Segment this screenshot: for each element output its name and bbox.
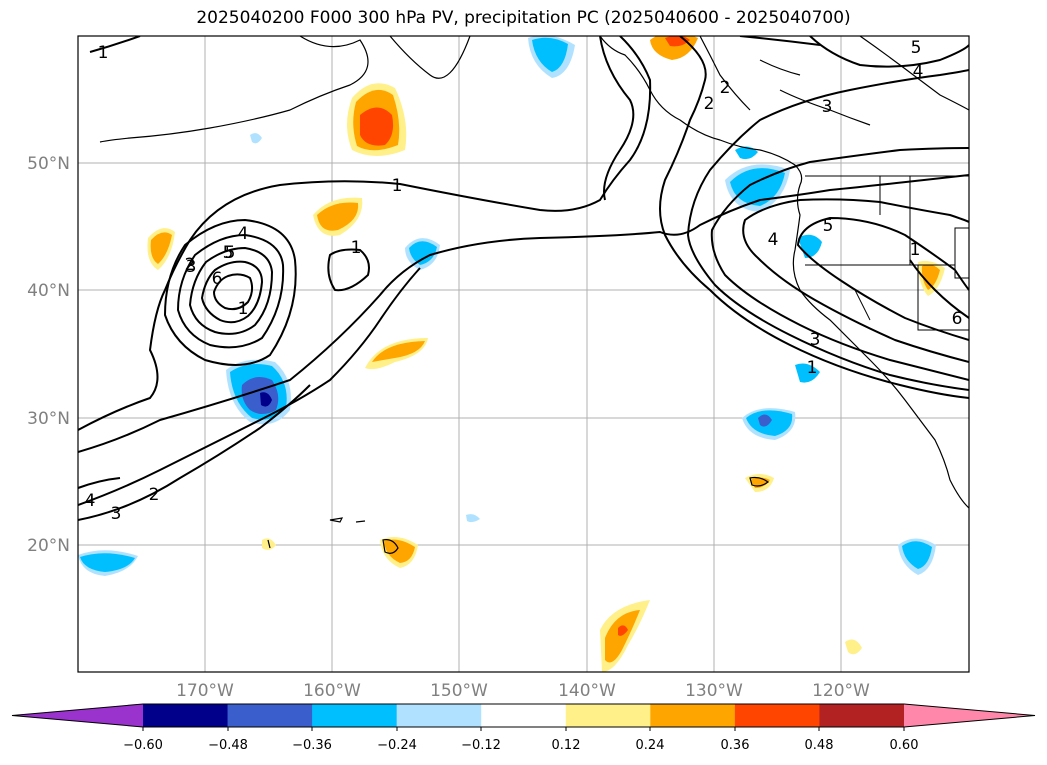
colorbar-label: −0.12: [461, 738, 501, 753]
map-area: 1 1 2 2 3 4 5 1 1 2 3 4 5 6 1 3 4 5 5 6 …: [78, 36, 969, 672]
precip-neg-top-core: [532, 37, 568, 72]
gridlines: [78, 36, 969, 672]
colorbar-label: −0.36: [292, 738, 332, 753]
map-frame: [77, 35, 970, 673]
borders: [805, 175, 969, 331]
precip-blob-a-core: [150, 232, 172, 264]
colorbar-label: 0.48: [805, 738, 834, 753]
contour-label: 6: [952, 309, 963, 329]
colorbar-segment: [819, 704, 905, 727]
colorbar-ticks: [142, 727, 905, 731]
colorbar-label: −0.48: [208, 738, 248, 753]
contour-label: 3: [810, 330, 821, 350]
precip-neg-r: [735, 146, 758, 160]
precip-neg-coast-core: [730, 168, 785, 206]
contour-label: 6: [212, 269, 223, 289]
contour-label: 3: [822, 97, 833, 117]
contour-label: 5: [823, 216, 834, 236]
precip-neg-k-max: [758, 414, 772, 427]
colorbar-label: −0.60: [123, 738, 163, 753]
contour-label: 5: [223, 243, 234, 263]
contour-label: 1: [98, 43, 109, 63]
lon-label: 140°W: [558, 681, 616, 701]
contour-label: 1: [351, 238, 362, 258]
lat-label: 20°N: [27, 536, 70, 556]
contour-label: 3: [111, 504, 122, 524]
colorbar-segment: [312, 704, 398, 727]
colorbar-segment: [227, 704, 313, 727]
islands: [267, 476, 770, 554]
precip-blob-i: [845, 639, 862, 655]
colorbar-labels: −0.60 −0.48 −0.36 −0.24 −0.12 0.12 0.24 …: [123, 738, 918, 753]
colorbar-label: 0.36: [721, 738, 750, 753]
precip-blob-e-max: [618, 625, 628, 636]
contour-label: 1: [392, 176, 403, 196]
colorbar: −0.60 −0.48 −0.36 −0.24 −0.12 0.12 0.24 …: [11, 703, 1036, 753]
precip-neg-j-core: [409, 241, 437, 265]
precip-blob-c-core: [372, 341, 425, 362]
coastlines: [99, 36, 969, 509]
contour-label: 2: [704, 94, 715, 114]
colorbar-extend-max: [904, 704, 1035, 727]
precip-neg-low-center-c: [260, 392, 272, 407]
colorbar-segment: [734, 704, 820, 727]
contour-label: 2: [720, 78, 731, 98]
lon-label: 130°W: [685, 681, 743, 701]
lon-label: 160°W: [303, 681, 361, 701]
colorbar-label: 0.12: [552, 738, 581, 753]
contour-label: 1: [910, 240, 921, 260]
precip-blob-g-core: [921, 264, 940, 290]
lon-label: 170°W: [176, 681, 234, 701]
contour-labels: 1 1 2 2 3 4 5 1 1 2 3 4 5 6 1 3 4 5 5 6 …: [85, 38, 963, 524]
map-title: 2025040200 F000 300 hPa PV, precipitatio…: [196, 8, 851, 28]
precip-neg-o: [798, 234, 822, 258]
colorbar-segment: [396, 704, 482, 727]
contour-label: 3: [186, 257, 197, 277]
colorbar-segment: [481, 704, 567, 727]
precip-shading: [78, 36, 945, 672]
lat-label: 50°N: [27, 154, 70, 174]
lat-label: 30°N: [27, 409, 70, 429]
lon-label: 150°W: [430, 681, 488, 701]
lon-label: 120°W: [812, 681, 870, 701]
longitude-labels: 170°W 160°W 150°W 140°W 130°W 120°W: [176, 681, 870, 701]
precip-neg-n: [795, 363, 820, 383]
colorbar-segment: [650, 704, 736, 727]
colorbar-extend-min: [12, 704, 143, 727]
precip-neg-p: [250, 133, 262, 144]
precip-neg-q: [466, 514, 480, 523]
contour-label: 4: [238, 224, 249, 244]
precip-blob-d-core: [384, 539, 415, 563]
contour-label: 2: [185, 255, 196, 275]
contour-label: 4: [913, 62, 924, 82]
contour-label: 2: [149, 485, 160, 505]
colorbar-label: 0.60: [890, 738, 919, 753]
colorbar-label: −0.24: [377, 738, 417, 753]
precip-blob-north-pacific-max: [360, 107, 394, 146]
contour-label: 1: [238, 299, 249, 319]
colorbar-segment: [565, 704, 651, 727]
colorbar-segments: [11, 703, 1036, 728]
colorbar-label: 0.24: [636, 738, 665, 753]
pv-contours: [78, 36, 969, 521]
latitude-labels: 50°N 40°N 30°N 20°N: [27, 154, 70, 556]
contour-label: 1: [807, 358, 818, 378]
contour-label: 5: [911, 38, 922, 58]
precip-neg-m-core: [902, 541, 932, 569]
precip-neg-l-core: [80, 553, 135, 572]
contour-label: 4: [85, 491, 96, 511]
contour-label: 5: [225, 243, 236, 263]
precip-blob-e-core: [605, 610, 640, 663]
lat-label: 40°N: [27, 281, 70, 301]
contour-label: 4: [768, 230, 779, 250]
colorbar-segment: [143, 704, 229, 727]
precip-blob-b-core: [317, 202, 359, 231]
